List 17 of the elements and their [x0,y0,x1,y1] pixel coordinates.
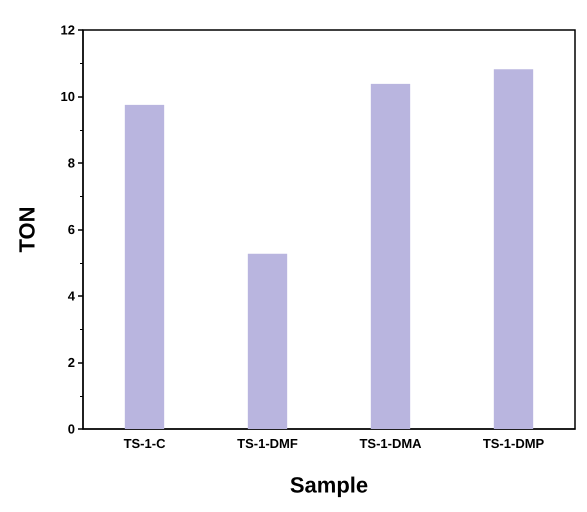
y-tick-label: 4 [68,288,76,304]
y-tick-label: 10 [60,89,75,104]
bar [124,104,164,429]
x-tick-label: TS-1-DMF [237,436,298,451]
y-tick-label: 6 [68,222,75,237]
y-tick-label: 2 [68,355,75,370]
x-tick-label: TS-1-C [124,436,166,451]
y-tick-label: 0 [68,422,75,436]
y-tick-label: 8 [68,156,75,170]
x-tick-label: TS-1-DMA [359,436,422,451]
y-axis-title: TON [14,206,40,253]
bar [370,84,410,429]
bar [248,254,288,429]
x-axis-title: Sample [290,472,368,498]
x-tick-label: TS-1-DMP [482,436,545,451]
y-tick-label: 12 [60,22,75,38]
bar [494,69,534,429]
